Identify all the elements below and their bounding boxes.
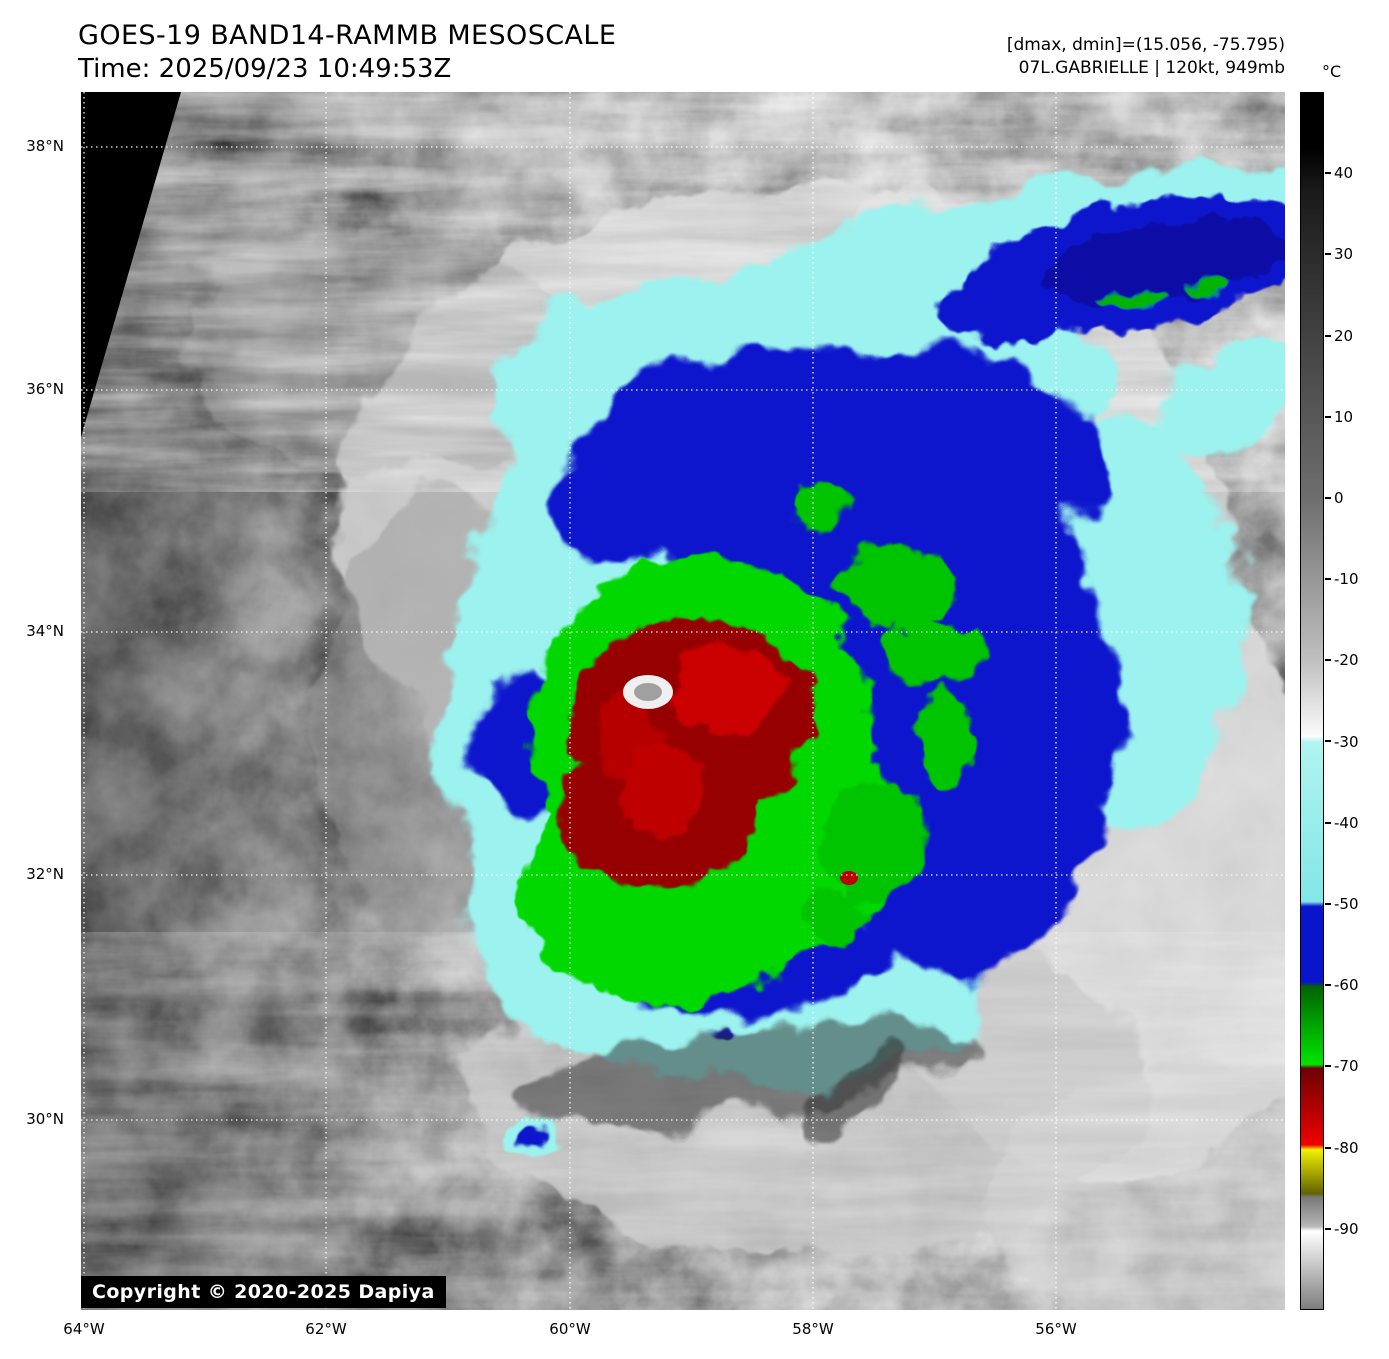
scan-sector-edge <box>81 92 181 437</box>
lat-label-30n: 30°N <box>26 1110 64 1128</box>
lon-label-60w: 60°W <box>549 1320 591 1338</box>
colorbar-tick-label: 40 <box>1334 164 1354 182</box>
colorbar-tick <box>1325 497 1331 499</box>
colorbar-tick-label: 10 <box>1334 408 1354 426</box>
colorbar-tick <box>1325 578 1331 580</box>
colorbar-tick <box>1325 1065 1331 1067</box>
colorbar-tick <box>1325 659 1331 661</box>
colorbar-tick <box>1325 822 1331 824</box>
colorbar-unit-label: °C <box>1322 62 1342 81</box>
colorbar-tick-label: -80 <box>1334 1139 1359 1157</box>
dry-slot-shadow <box>512 1023 970 1129</box>
eyewall-ring-red <box>561 617 811 887</box>
colorbar-tick-label: -50 <box>1334 895 1359 913</box>
lat-label-36n: 36°N <box>26 380 64 398</box>
lat-label-34n: 34°N <box>26 622 64 640</box>
colorbar-tick <box>1325 416 1331 418</box>
lat-label-32n: 32°N <box>26 865 64 883</box>
colorbar-tick <box>1325 740 1331 742</box>
temperature-colorbar <box>1300 92 1324 1310</box>
colorbar-tick-label: 30 <box>1334 245 1354 263</box>
storm-intensity-readout: 07L.GABRIELLE | 120kt, 949mb <box>1018 58 1285 78</box>
colorbar-tick-label: 20 <box>1334 327 1354 345</box>
satellite-map: Copyright © 2020-2025 Dapiya <box>81 92 1285 1310</box>
copyright-label: Copyright © 2020-2025 Dapiya <box>81 1276 446 1308</box>
colorbar-tick <box>1325 903 1331 905</box>
lon-label-58w: 58°W <box>792 1320 834 1338</box>
colorbar-tick-label: 0 <box>1334 489 1344 507</box>
lat-label-38n: 38°N <box>26 137 64 155</box>
northeast-cold-band <box>937 196 1285 343</box>
colorbar-tick <box>1325 1228 1331 1230</box>
colorbar-tick <box>1325 984 1331 986</box>
lon-label-64w: 64°W <box>63 1320 105 1338</box>
colorbar-tick-label: -30 <box>1334 733 1359 751</box>
isolated-red-speck <box>840 871 858 885</box>
product-time: Time: 2025/09/23 10:49:53Z <box>78 54 452 84</box>
colorbar-tick-label: -70 <box>1334 1057 1359 1075</box>
product-title: GOES-19 BAND14-RAMMB MESOSCALE <box>78 20 617 51</box>
colorbar-tick <box>1325 335 1331 337</box>
hurricane-eye <box>623 675 673 709</box>
colorbar-tick-label: -60 <box>1334 976 1359 994</box>
graticule-gridlines <box>81 92 1285 1310</box>
colorbar-tick-label: -90 <box>1334 1220 1359 1238</box>
colorbar-tick-label: -10 <box>1334 570 1359 588</box>
colorbar-tick <box>1325 1147 1331 1149</box>
colorbar-tick-label: -20 <box>1334 651 1359 669</box>
dmax-dmin-readout: [dmax, dmin]=(15.056, -75.795) <box>1006 35 1285 55</box>
lon-label-62w: 62°W <box>305 1320 347 1338</box>
satellite-image <box>81 92 1285 1310</box>
lon-label-56w: 56°W <box>1035 1320 1077 1338</box>
readout-block: [dmax, dmin]=(15.056, -75.795) 07L.GABRI… <box>1007 34 1285 80</box>
colorbar-tick <box>1325 253 1331 255</box>
colorbar-tick <box>1325 172 1331 174</box>
colorbar-tick-label: -40 <box>1334 814 1359 832</box>
